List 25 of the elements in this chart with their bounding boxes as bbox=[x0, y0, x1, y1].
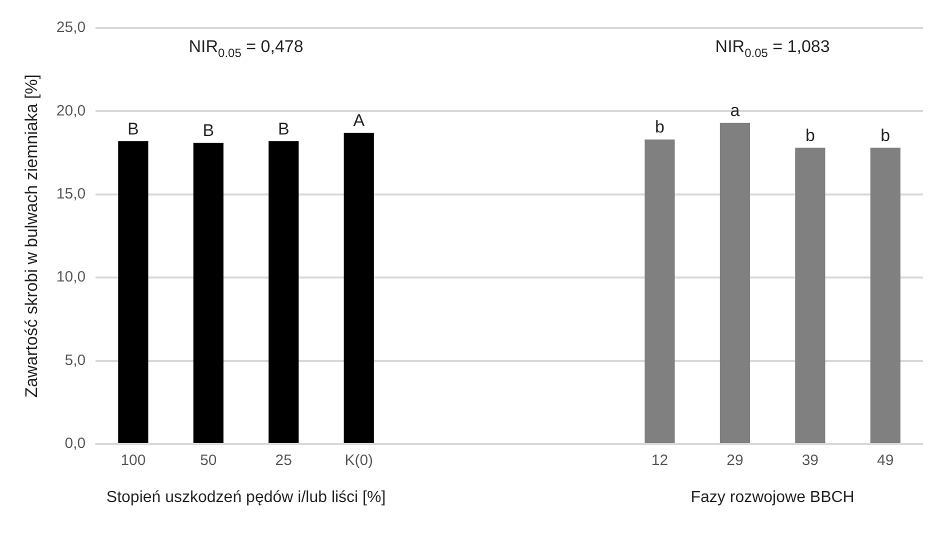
x-axis-title: Stopień uszkodzeń pędów i/lub liści [%] bbox=[106, 489, 386, 506]
x-tick-label: 49 bbox=[877, 452, 894, 470]
data-label: B bbox=[202, 121, 214, 140]
data-label: B bbox=[128, 119, 139, 138]
data-label: b bbox=[880, 126, 890, 145]
y-tick-label: 0,0 bbox=[64, 435, 86, 452]
x-tick-label: 25 bbox=[275, 452, 292, 470]
x-tick-label: 29 bbox=[726, 452, 744, 470]
y-tick-label: 20,0 bbox=[56, 102, 86, 120]
y-tick-label: 10,0 bbox=[56, 268, 86, 286]
y-tick-label: 5,0 bbox=[64, 352, 86, 369]
y-tick-label: 15,0 bbox=[56, 186, 86, 203]
x-tick-label: 100 bbox=[120, 452, 146, 470]
data-label: A bbox=[353, 111, 366, 130]
x-tick-label: 50 bbox=[200, 452, 217, 470]
x-tick-label: 39 bbox=[802, 452, 819, 470]
y-axis-title: Zawartość skrobi w bulwach ziemniaka [%] bbox=[22, 74, 41, 398]
text: Fazy rozwojowe BBCH bbox=[690, 489, 854, 506]
x-tick-label: 12 bbox=[651, 452, 668, 470]
data-label: B bbox=[278, 119, 290, 138]
data-label: a bbox=[730, 101, 740, 120]
x-tick-label: K(0) bbox=[344, 452, 374, 470]
data-label: b bbox=[805, 126, 815, 145]
data-label: b bbox=[655, 118, 664, 137]
y-tick-label: 25,0 bbox=[56, 19, 86, 36]
